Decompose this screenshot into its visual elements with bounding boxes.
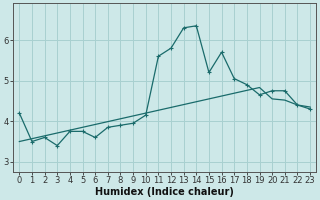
X-axis label: Humidex (Indice chaleur): Humidex (Indice chaleur)	[95, 187, 234, 197]
